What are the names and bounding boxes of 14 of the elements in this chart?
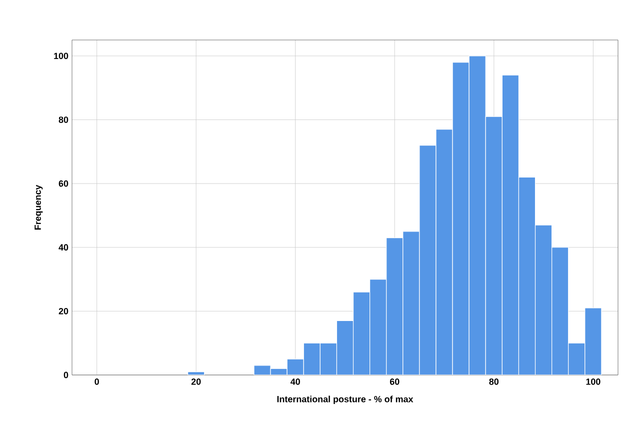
y-tick-label: 60 bbox=[58, 180, 68, 187]
x-tick-label: 60 bbox=[390, 378, 400, 385]
x-tick-label: 0 bbox=[94, 378, 99, 385]
x-tick-label: 20 bbox=[191, 378, 201, 385]
x-axis-title: International posture - % of max bbox=[277, 396, 414, 404]
x-tick-label: 80 bbox=[489, 378, 499, 385]
x-tick-label: 40 bbox=[290, 378, 300, 385]
y-tick-label: 80 bbox=[58, 116, 68, 123]
y-tick-label: 20 bbox=[58, 308, 68, 314]
x-tick-label: 100 bbox=[586, 378, 600, 385]
y-tick-label: 0 bbox=[64, 372, 68, 378]
y-tick-label: 40 bbox=[58, 244, 68, 251]
y-axis-title: Frequency bbox=[34, 184, 43, 230]
y-tick-label: 100 bbox=[54, 52, 68, 60]
